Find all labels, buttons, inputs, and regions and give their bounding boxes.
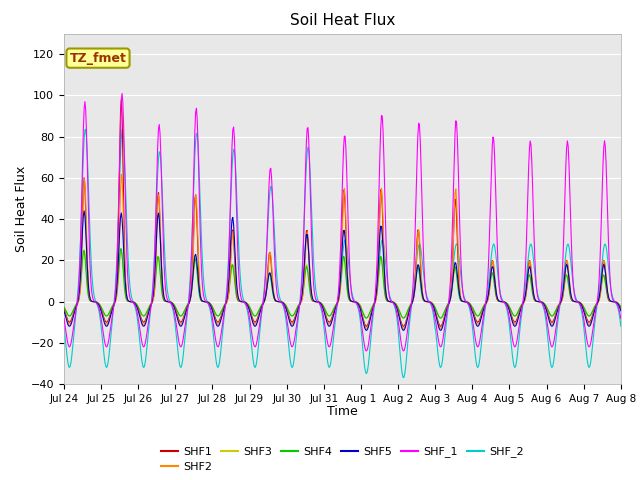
SHF3 — [411, 288, 419, 294]
SHF_1 — [617, 316, 625, 322]
SHF2 — [436, 325, 444, 331]
SHF_1 — [70, 321, 78, 326]
Line: SHF5: SHF5 — [64, 211, 621, 330]
SHF5 — [617, 308, 625, 314]
SHF5 — [185, 301, 193, 307]
SHF4 — [617, 304, 625, 310]
Line: SHF1: SHF1 — [64, 100, 621, 326]
SHF4 — [411, 286, 419, 292]
SHF_1 — [214, 344, 222, 350]
SHF4 — [428, 300, 435, 305]
SHF_1 — [399, 348, 407, 354]
SHF_2 — [214, 364, 222, 370]
SHF1 — [185, 301, 193, 307]
SHF5 — [80, 208, 88, 214]
SHF_2 — [60, 324, 68, 329]
SHF3 — [428, 300, 435, 305]
SHF5 — [128, 299, 136, 305]
SHF1 — [128, 299, 136, 305]
SHF_1 — [60, 316, 68, 322]
SHF2 — [185, 301, 193, 307]
SHF2 — [617, 307, 625, 313]
SHF_1 — [128, 299, 136, 305]
SHF1 — [617, 306, 625, 312]
Legend: SHF1, SHF2, SHF3, SHF4, SHF5, SHF_1, SHF_2: SHF1, SHF2, SHF3, SHF4, SHF5, SHF_1, SHF… — [157, 442, 528, 477]
Text: TZ_fmet: TZ_fmet — [70, 52, 127, 65]
SHF1 — [118, 97, 125, 103]
SHF_1 — [412, 213, 419, 219]
SHF2 — [70, 310, 78, 315]
SHF4 — [185, 300, 193, 306]
SHF4 — [214, 313, 222, 319]
SHF_2 — [70, 330, 78, 336]
SHF3 — [617, 304, 625, 310]
SHF1 — [436, 324, 444, 329]
SHF4 — [116, 246, 124, 252]
SHF_2 — [82, 126, 90, 132]
SHF1 — [411, 281, 419, 287]
SHF3 — [185, 300, 193, 306]
SHF4 — [60, 304, 68, 310]
SHF_2 — [428, 304, 436, 310]
SHF_1 — [118, 91, 126, 96]
SHF_2 — [185, 296, 193, 302]
SHF5 — [436, 327, 444, 333]
Title: Soil Heat Flux: Soil Heat Flux — [290, 13, 395, 28]
Y-axis label: Soil Heat Flux: Soil Heat Flux — [15, 166, 28, 252]
Line: SHF_2: SHF_2 — [64, 129, 621, 378]
SHF4 — [128, 299, 136, 305]
SHF3 — [214, 313, 222, 319]
SHF_2 — [617, 324, 625, 329]
Line: SHF4: SHF4 — [64, 249, 621, 318]
Line: SHF2: SHF2 — [64, 175, 621, 328]
SHF2 — [128, 299, 136, 305]
SHF3 — [80, 247, 88, 253]
SHF2 — [118, 172, 125, 178]
SHF5 — [214, 324, 222, 329]
SHF2 — [411, 286, 419, 291]
SHF2 — [60, 307, 68, 313]
SHF4 — [70, 306, 78, 312]
X-axis label: Time: Time — [327, 405, 358, 418]
SHF2 — [428, 300, 435, 306]
SHF1 — [70, 309, 78, 314]
SHF2 — [214, 321, 222, 327]
SHF3 — [60, 304, 68, 310]
SHF1 — [60, 306, 68, 312]
SHF_1 — [428, 302, 436, 308]
SHF3 — [436, 315, 444, 321]
SHF5 — [428, 300, 435, 306]
SHF_2 — [412, 269, 419, 275]
SHF5 — [411, 286, 419, 292]
SHF5 — [60, 308, 68, 314]
SHF_2 — [128, 297, 136, 302]
Line: SHF_1: SHF_1 — [64, 94, 621, 351]
SHF_1 — [185, 300, 193, 305]
SHF5 — [70, 311, 78, 316]
Line: SHF3: SHF3 — [64, 250, 621, 318]
SHF_2 — [399, 375, 407, 381]
SHF3 — [70, 306, 78, 312]
SHF4 — [436, 315, 444, 321]
SHF1 — [214, 319, 222, 325]
SHF1 — [428, 300, 435, 306]
SHF3 — [128, 299, 136, 305]
